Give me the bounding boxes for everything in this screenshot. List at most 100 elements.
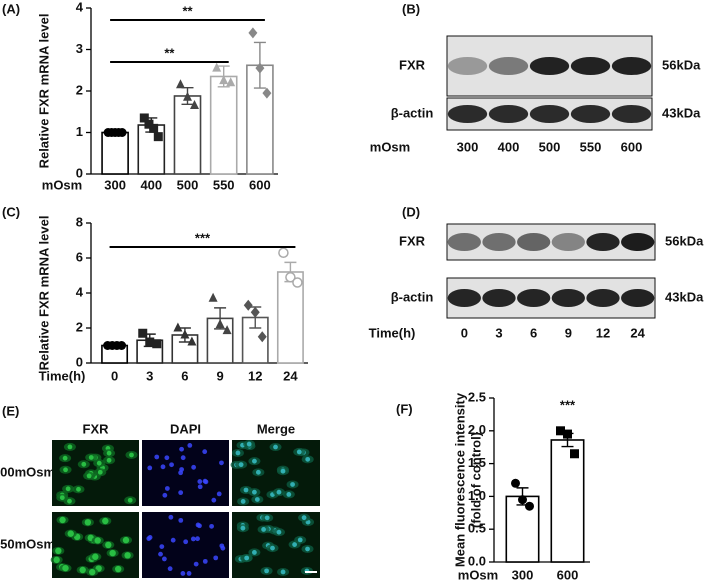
data-point bbox=[173, 322, 183, 332]
y-tick-label: 0.0 bbox=[468, 553, 486, 568]
x-tick-label: 12 bbox=[248, 368, 262, 383]
panel-label: (F) bbox=[396, 401, 413, 416]
blot-row-label: FXR bbox=[399, 57, 426, 72]
nucleus bbox=[270, 545, 275, 551]
y-tick-label: 2 bbox=[76, 319, 83, 334]
data-point bbox=[226, 77, 236, 87]
y-tick-label: 2.5 bbox=[468, 389, 486, 404]
significance-label: *** bbox=[195, 230, 211, 245]
nucleus bbox=[65, 486, 71, 492]
x-tick-label: 300 bbox=[512, 567, 534, 582]
nucleus bbox=[195, 536, 200, 542]
nucleus bbox=[187, 442, 193, 448]
nucleus bbox=[296, 449, 302, 455]
y-tick-label: 1.5 bbox=[468, 455, 486, 470]
blot-band bbox=[488, 57, 529, 75]
nucleus bbox=[129, 452, 134, 458]
nucleus bbox=[164, 455, 170, 461]
nucleus bbox=[238, 462, 244, 468]
data-point bbox=[208, 292, 218, 302]
nucleus bbox=[178, 490, 184, 496]
lane-title: Time(h) bbox=[369, 325, 416, 340]
data-point bbox=[262, 87, 272, 99]
nucleus bbox=[219, 460, 224, 466]
data-point bbox=[187, 336, 197, 346]
blot-band bbox=[447, 57, 488, 75]
blot-row-label: β-actin bbox=[391, 289, 434, 304]
nucleus bbox=[106, 450, 112, 456]
nucleus bbox=[94, 537, 101, 544]
row-label: 550mOsm bbox=[0, 536, 55, 551]
column-label: DAPI bbox=[170, 421, 201, 436]
data-point bbox=[285, 272, 296, 283]
nucleus bbox=[178, 517, 184, 523]
nucleus bbox=[168, 514, 174, 520]
nucleus bbox=[261, 527, 267, 532]
x-tick-label: 500 bbox=[177, 177, 199, 192]
data-point bbox=[190, 100, 199, 110]
significance-label: ** bbox=[182, 3, 193, 18]
micrograph bbox=[142, 512, 229, 578]
data-point bbox=[248, 27, 258, 39]
blot-size-label: 43kDa bbox=[662, 105, 701, 120]
nucleus bbox=[183, 539, 189, 545]
y-tick-label: 3 bbox=[76, 41, 83, 56]
blot-band bbox=[586, 233, 620, 251]
nucleus bbox=[255, 469, 261, 475]
blot-row-label: β-actin bbox=[391, 105, 434, 120]
data-point bbox=[117, 341, 127, 350]
nucleus bbox=[305, 546, 310, 552]
nucleus bbox=[89, 568, 96, 576]
nucleus bbox=[276, 489, 282, 495]
data-point bbox=[243, 299, 253, 311]
blot-band bbox=[447, 105, 488, 123]
nucleus bbox=[67, 498, 72, 504]
y-tick-label: 0 bbox=[76, 354, 83, 369]
data-point bbox=[278, 247, 289, 258]
x-tick-label: 600 bbox=[557, 567, 579, 582]
blot-size-label: 43kDa bbox=[665, 289, 704, 304]
nucleus bbox=[193, 561, 199, 567]
nucleus bbox=[67, 444, 73, 450]
nucleus bbox=[186, 571, 192, 576]
nucleus bbox=[84, 519, 92, 526]
blot-band bbox=[570, 57, 611, 75]
x-tick-label: 3 bbox=[146, 368, 153, 383]
data-point bbox=[139, 113, 149, 123]
blot-strip bbox=[446, 277, 656, 319]
nucleus bbox=[92, 553, 99, 560]
y-axis-label: Mean fluorescence intensity bbox=[452, 392, 467, 567]
blot-band bbox=[621, 289, 655, 307]
nucleus bbox=[160, 464, 166, 470]
blot-size-label: 56kDa bbox=[662, 57, 701, 72]
nucleus bbox=[197, 479, 203, 484]
blot-band bbox=[621, 233, 655, 251]
lane-title: mOsm bbox=[370, 139, 410, 154]
nucleus bbox=[276, 529, 282, 535]
nucleus bbox=[243, 487, 249, 493]
nucleus bbox=[251, 489, 257, 495]
blot-row-label: FXR bbox=[399, 233, 426, 248]
data-point bbox=[138, 328, 148, 338]
data-point bbox=[219, 75, 229, 85]
data-point bbox=[153, 132, 163, 142]
nucleus bbox=[280, 468, 286, 474]
blot-band bbox=[551, 289, 585, 307]
column-label: Merge bbox=[257, 421, 295, 436]
data-point bbox=[511, 478, 520, 488]
blot-band bbox=[611, 105, 652, 123]
nucleus bbox=[86, 473, 92, 479]
y-tick-label: 0.5 bbox=[468, 521, 486, 536]
nucleus bbox=[63, 467, 68, 473]
lane-label: 500 bbox=[539, 139, 561, 154]
nucleus bbox=[246, 441, 252, 447]
row-label: 300mOsm bbox=[0, 464, 55, 479]
lane-label: 600 bbox=[621, 139, 643, 154]
nucleus bbox=[179, 467, 185, 472]
nucleus bbox=[240, 499, 246, 504]
x-tick-label: 0 bbox=[111, 368, 118, 383]
nucleus bbox=[252, 458, 257, 464]
nucleus bbox=[81, 461, 87, 467]
blot-band bbox=[529, 57, 570, 75]
